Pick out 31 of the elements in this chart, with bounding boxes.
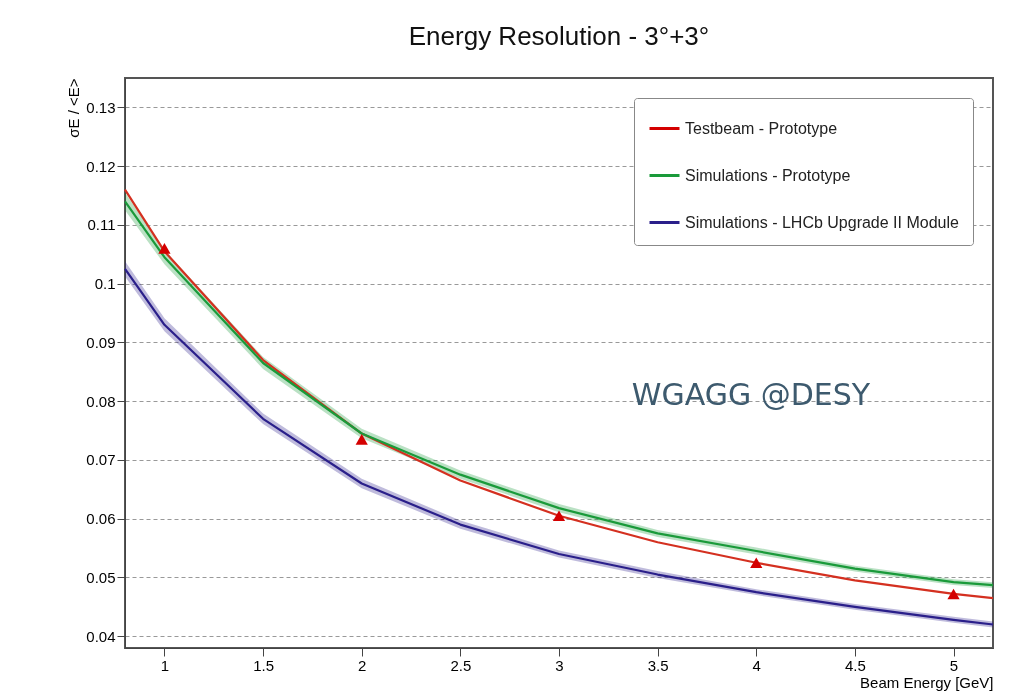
point <box>947 588 960 600</box>
x-tick-label: 4 <box>752 656 761 674</box>
legend-label: Simulations - LHCb Upgrade II Module <box>685 213 960 231</box>
point <box>750 557 763 569</box>
legend-label: Simulations - Prototype <box>685 166 851 184</box>
y-tick-label: 0.07 <box>86 451 116 469</box>
point <box>158 243 171 254</box>
y-tick-label: 0.11 <box>87 216 116 234</box>
point <box>355 434 368 445</box>
annotation: WGAGG @DESY <box>631 377 871 412</box>
x-tick-label: 2.5 <box>450 656 472 674</box>
x-tick-label: 2 <box>358 656 367 674</box>
y-tick-label: 0.09 <box>86 333 116 351</box>
point <box>552 510 566 522</box>
x-tick-label: 3.5 <box>647 656 669 674</box>
x-tick-label: 3 <box>555 656 564 674</box>
y-tick-label: 0.05 <box>86 568 116 586</box>
y-tick-label: 0.13 <box>86 98 116 116</box>
y-tick-label: 0.12 <box>86 157 116 175</box>
y-tick-label: 0.08 <box>86 392 116 410</box>
y-tick-label: 0.04 <box>86 627 116 645</box>
y-tick-label: 0.06 <box>86 510 116 528</box>
y-tick-label: 0.1 <box>94 275 116 293</box>
legend-label: Testbeam - Prototype <box>685 119 838 137</box>
x-tick-label: 5 <box>949 656 959 674</box>
x-tick-label: 1 <box>160 656 170 674</box>
x-tick-label: 4.5 <box>844 656 866 674</box>
chart-title: Energy Resolution - 3°+3° <box>408 21 710 51</box>
x-tick-label: 1.5 <box>253 656 275 674</box>
y-axis-title: σE / <E> <box>65 78 83 138</box>
x-axis-title: Beam Energy [GeV] <box>860 673 994 691</box>
